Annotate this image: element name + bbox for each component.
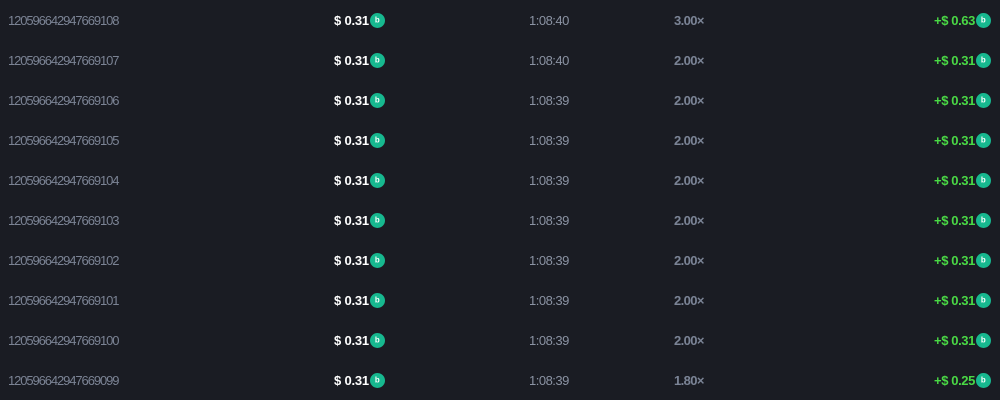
svg-text:b: b xyxy=(375,135,380,144)
svg-text:b: b xyxy=(375,375,380,384)
svg-text:b: b xyxy=(375,295,380,304)
svg-text:b: b xyxy=(375,95,380,104)
svg-text:b: b xyxy=(981,135,986,144)
svg-text:b: b xyxy=(981,15,986,24)
svg-text:b: b xyxy=(375,175,380,184)
svg-text:b: b xyxy=(981,175,986,184)
svg-text:b: b xyxy=(981,95,986,104)
svg-text:b: b xyxy=(981,215,986,224)
svg-text:b: b xyxy=(981,335,986,344)
svg-text:b: b xyxy=(981,55,986,64)
svg-text:b: b xyxy=(981,255,986,264)
svg-text:b: b xyxy=(375,215,380,224)
svg-text:b: b xyxy=(375,15,380,24)
svg-text:b: b xyxy=(375,55,380,64)
svg-text:b: b xyxy=(981,375,986,384)
svg-text:b: b xyxy=(375,255,380,264)
svg-text:b: b xyxy=(981,295,986,304)
svg-text:b: b xyxy=(375,335,380,344)
